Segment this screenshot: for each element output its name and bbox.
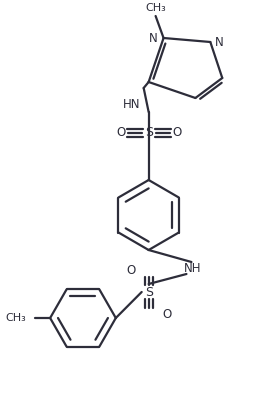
Text: N: N <box>149 31 158 44</box>
Text: NH: NH <box>183 261 201 274</box>
Text: CH₃: CH₃ <box>145 3 166 13</box>
Text: O: O <box>162 309 171 321</box>
Text: O: O <box>116 127 125 140</box>
Text: O: O <box>126 263 135 277</box>
Text: CH₃: CH₃ <box>6 313 26 323</box>
Text: O: O <box>172 127 181 140</box>
Text: S: S <box>145 127 153 140</box>
Text: S: S <box>145 285 153 299</box>
Text: HN: HN <box>123 99 141 112</box>
Text: N: N <box>215 35 224 48</box>
